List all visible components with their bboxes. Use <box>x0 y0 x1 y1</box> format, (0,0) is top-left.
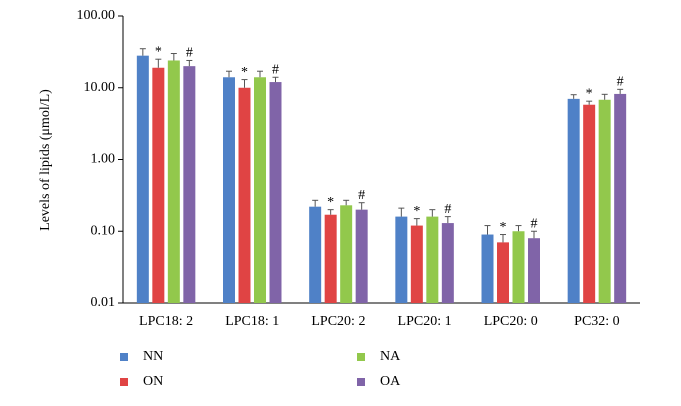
bar <box>395 216 408 303</box>
y-tick-label: 10.00 <box>84 80 116 95</box>
annotation: * <box>327 195 334 210</box>
bar <box>528 238 540 303</box>
y-tick-label: 0.01 <box>91 295 116 310</box>
legend-label: NA <box>380 349 401 364</box>
annotation: # <box>444 202 451 217</box>
x-tick-label: LPC20: 2 <box>311 314 365 329</box>
x-tick-label: LPC20: 1 <box>398 314 452 329</box>
x-tick-label: LPC18: 1 <box>225 314 279 329</box>
bar <box>324 214 337 303</box>
bar <box>355 209 368 303</box>
annotation: # <box>186 46 193 61</box>
legend-swatch <box>120 378 128 386</box>
bar <box>426 216 439 303</box>
bar <box>410 225 423 303</box>
y-tick-label: 0.10 <box>91 223 116 238</box>
annotation: * <box>241 65 248 80</box>
bar <box>614 93 627 303</box>
legend-swatch <box>357 378 365 386</box>
bar <box>254 77 266 303</box>
legend-swatch <box>120 353 128 361</box>
y-axis-label: Levels of lipids (μmol/L) <box>38 89 53 231</box>
annotation: # <box>531 216 538 231</box>
y-tick-label: 1.00 <box>91 152 116 167</box>
legend-swatch <box>357 353 365 361</box>
legend-label: ON <box>143 374 163 389</box>
bar <box>441 223 454 303</box>
bar <box>152 67 165 304</box>
x-tick-label: PC32: 0 <box>574 314 620 329</box>
annotation: * <box>500 220 507 235</box>
legend-label: NN <box>143 349 163 364</box>
annotation: * <box>586 86 593 101</box>
x-tick-label: LPC20: 0 <box>484 314 538 329</box>
bar <box>238 87 251 303</box>
legend-label: OA <box>380 374 401 389</box>
x-tick-label: LPC18: 2 <box>139 314 193 329</box>
bar <box>512 231 525 303</box>
bar <box>269 82 282 303</box>
y-tick-label: 100.00 <box>77 8 116 23</box>
annotation: * <box>413 204 420 219</box>
bar <box>481 234 494 303</box>
bar <box>583 104 596 303</box>
bar <box>309 206 322 303</box>
bar <box>183 66 196 304</box>
bar <box>567 98 580 303</box>
bar <box>598 99 611 303</box>
annotation: # <box>272 62 279 77</box>
bar <box>167 60 180 303</box>
annotation: # <box>358 188 365 203</box>
annotation: * <box>155 44 162 59</box>
bar <box>497 242 509 303</box>
bar <box>136 55 149 303</box>
annotation: # <box>617 75 624 90</box>
bar <box>340 205 353 303</box>
bar <box>223 77 235 303</box>
